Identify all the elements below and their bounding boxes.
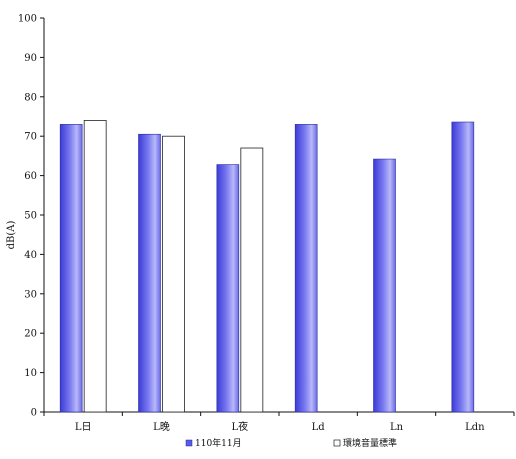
bar-measured [294,124,318,413]
y-tick-label: 60 [24,171,37,182]
y-tick-label: 80 [24,92,37,103]
legend-label: 環境音量標準 [343,437,397,449]
x-tick-label: Ld [312,422,326,433]
y-tick-label: 100 [18,14,37,25]
x-tick-label: Ln [390,422,404,433]
x-tick-label: L晚 [153,421,170,433]
legend-swatch [185,439,193,447]
x-tick-label: L日 [75,422,92,433]
y-tick-label: 30 [24,289,37,300]
bars [59,120,475,413]
y-tick-label: 10 [24,368,37,379]
y-tick-label: 20 [24,329,37,340]
bar-standard [162,135,185,413]
x-tick-label: L夜 [232,420,249,433]
y-tick-label: 50 [24,211,37,222]
legend-swatch [333,439,341,447]
bar-standard [240,147,264,413]
y-tick-label: 70 [24,132,37,143]
y-tick-label: 90 [24,53,37,64]
x-tick-label: Ldn [465,422,485,433]
axes: 0 10 20 30 40 50 60 70 80 90 100 L日 L晚 L夜 Ld Ln Ldn [18,14,515,433]
bar-measured [59,124,83,413]
y-tick-label: 0 [31,408,37,419]
bar-measured [451,121,475,413]
legend: 110年11月 環境音量標準 [185,437,397,449]
bar-measured [216,164,240,413]
bar-measured [373,158,396,413]
y-axis-label: dB(A) [6,221,17,250]
bar-standard [83,120,107,413]
legend-label: 110年11月 [195,437,242,449]
y-tick-label: 40 [24,250,37,261]
bar-measured [138,133,161,413]
